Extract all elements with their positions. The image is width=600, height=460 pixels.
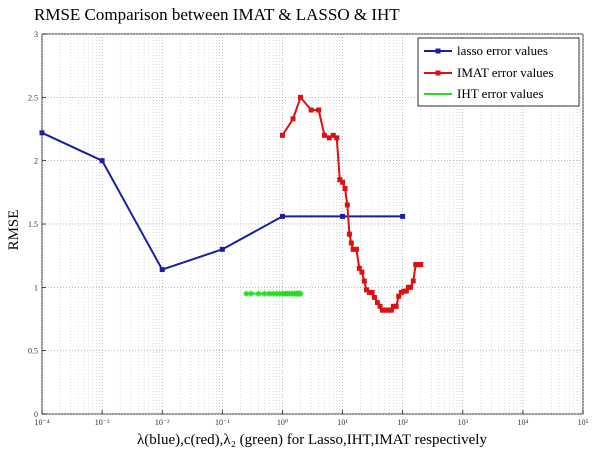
legend-lasso-label: lasso error values [457,43,548,58]
imat-data-point [348,240,354,246]
legend-imat-label: IMAT error values [457,65,554,80]
x-tick-label: 10³ [458,418,469,427]
chart-title: RMSE Comparison between IMAT & LASSO & I… [34,5,400,24]
y-axis-label: RMSE [6,210,22,251]
y-tick-label: 3 [34,30,38,39]
legend-iht-label: IHT error values [457,86,543,101]
imat-data-point [321,132,327,138]
lasso-data-point [400,213,406,219]
iht-data-point [255,290,262,297]
lasso-data-point [340,213,346,219]
imat-data-point [393,303,399,309]
imat-data-point [340,179,346,185]
imat-data-point [403,288,409,294]
y-tick-label: 1 [34,283,38,292]
imat-data-point [415,262,421,268]
imat-data-point [346,231,352,237]
imat-data-point [279,132,285,138]
imat-data-point [388,307,394,313]
iht-data-point [261,290,268,297]
imat-data-point [366,289,372,295]
imat-data-point [390,303,396,309]
imat-data-point [290,116,296,122]
iht-data-point [273,290,280,297]
iht-data-point [297,290,304,297]
imat-data-point [418,262,424,268]
y-tick-label: 1.5 [28,220,38,229]
lasso-data-point [99,158,105,164]
y-tick-label: 2 [34,157,38,166]
x-tick-label: 10⁻² [155,418,170,427]
series-layer [39,94,424,313]
imat-data-point [326,135,332,141]
x-tick-label: 10⁴ [517,418,528,427]
x-tick-label: 10² [397,418,408,427]
imat-data-point [359,269,365,275]
iht-data-point [270,290,277,297]
imat-data-point [342,186,348,192]
legend: lasso error values IMAT error values IHT… [417,37,580,107]
y-tick-label: 2.5 [28,93,38,102]
x-tick-label: 10⁻¹ [215,418,230,427]
x-tick-label: 10⁻⁴ [34,418,49,427]
x-tick-label: 10⁻³ [95,418,110,427]
imat-data-point [330,132,336,138]
imat-data-point [398,289,404,295]
imat-data-point [377,303,383,309]
imat-data-point [334,135,340,141]
lasso-data-point [279,213,285,219]
imat-data-point [298,94,304,100]
x-tick-label: 10¹ [337,418,348,427]
imat-data-point [363,287,369,293]
imat-data-point [374,300,380,306]
imat-data-point [308,107,314,113]
x-tick-label: 10⁵ [578,418,589,427]
legend-imat-marker [435,70,441,76]
lasso-data-point [159,267,165,273]
y-tick-label: 0 [34,410,38,419]
imat-data-point [369,289,375,295]
imat-data-point [356,265,362,271]
y-axis-ticks: 0 0.5 1 1.5 2 2.5 3 [28,30,46,419]
imat-data-point [350,246,356,252]
x-tick-label: 10⁰ [277,418,288,427]
imat-data-point [372,294,378,300]
iht-data-point [248,290,255,297]
x-axis-ticks: 10⁻⁴ 10⁻³ 10⁻² 10⁻¹ 10⁰ 10¹ 10² 10³ 10⁴ 10⁵ [34,410,589,427]
iht-data-point [243,290,250,297]
legend-lasso-marker [435,48,441,54]
imat-data-point [361,278,367,284]
imat-data-point [353,246,359,252]
y-tick-label: 0.5 [28,347,38,356]
x-axis-label: λ(blue),c(red),λ₂ (green) for Lasso,IHT,… [137,432,487,448]
imat-data-point [396,293,402,299]
iht-data-point [266,290,273,297]
lasso-data-point [39,130,45,136]
imat-data-point [316,107,322,113]
lasso-data-point [219,246,225,252]
imat-data-point [408,284,414,290]
imat-data-point [337,177,343,183]
imat-data-point [410,278,416,284]
imat-data-point [344,202,350,208]
